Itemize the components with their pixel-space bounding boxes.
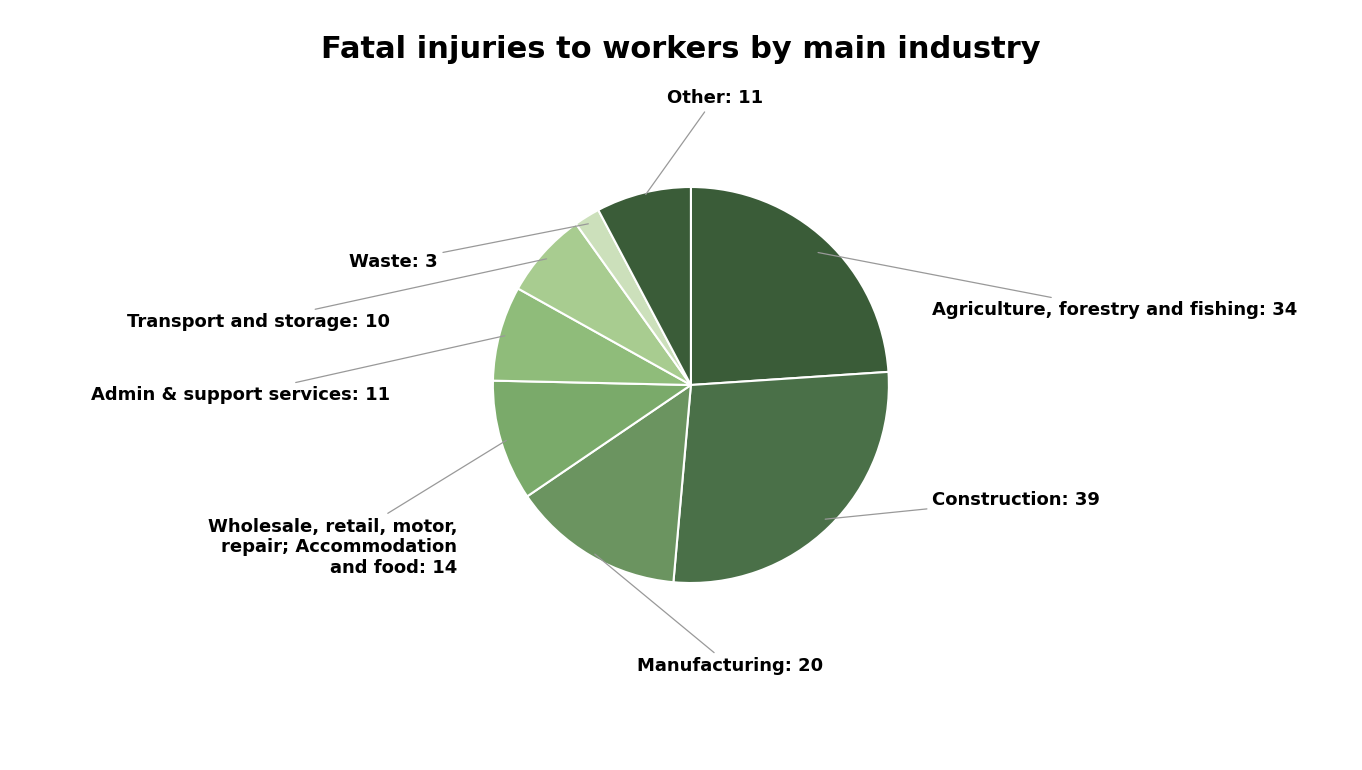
Wedge shape [527, 385, 691, 582]
Text: Agriculture, forestry and fishing: 34: Agriculture, forestry and fishing: 34 [819, 253, 1298, 319]
Text: Admin & support services: 11: Admin & support services: 11 [91, 336, 505, 404]
Title: Fatal injuries to workers by main industry: Fatal injuries to workers by main indust… [321, 35, 1041, 64]
Text: Other: 11: Other: 11 [646, 89, 763, 194]
Wedge shape [673, 372, 889, 583]
Wedge shape [493, 289, 691, 385]
Wedge shape [518, 224, 691, 385]
Text: Construction: 39: Construction: 39 [825, 490, 1100, 519]
Text: Wholesale, retail, motor,
repair; Accommodation
and food: 14: Wholesale, retail, motor, repair; Accomm… [208, 440, 507, 578]
Wedge shape [691, 187, 888, 385]
Text: Transport and storage: 10: Transport and storage: 10 [127, 259, 546, 330]
Text: Waste: 3: Waste: 3 [349, 224, 588, 271]
Wedge shape [598, 187, 691, 385]
Wedge shape [493, 380, 691, 497]
Wedge shape [576, 210, 691, 385]
Text: Manufacturing: 20: Manufacturing: 20 [595, 554, 824, 675]
